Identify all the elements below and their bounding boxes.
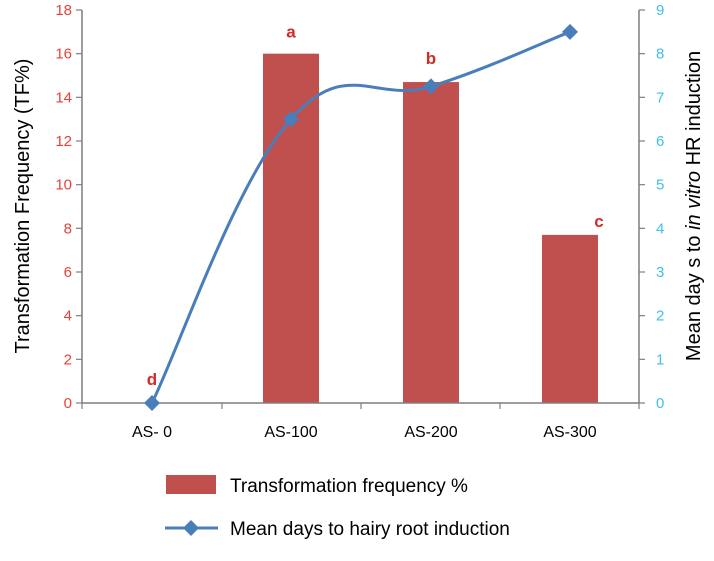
- sig-labels: d a b c: [147, 23, 604, 389]
- left-tick-label: 6: [64, 264, 72, 281]
- x-tick-label: AS-100: [264, 424, 317, 441]
- right-tick-label: 5: [656, 177, 664, 194]
- significance-label: a: [286, 23, 296, 42]
- right-tick-label: 2: [656, 308, 664, 325]
- right-tick-label: 7: [656, 89, 664, 106]
- legend-line-label: Mean days to hairy root induction: [230, 519, 510, 540]
- right-axis-title-part2: HR induction: [683, 51, 705, 171]
- bar: [403, 82, 459, 404]
- left-tick-label: 2: [64, 351, 72, 368]
- left-tick-label: 4: [64, 308, 72, 325]
- left-axis-title: Transformation Frequency (TF%): [12, 59, 34, 354]
- left-tick-label: 12: [55, 133, 72, 150]
- legend-bar-label: Transformation frequency %: [230, 476, 468, 497]
- right-tick-label: 0: [656, 395, 664, 412]
- significance-label: c: [594, 212, 603, 231]
- right-tick-label: 1: [656, 351, 664, 368]
- right-axis-title-part1: Mean day s to: [683, 230, 705, 361]
- x-ticks: AS- 0 AS-100 AS-200 AS-300: [81, 403, 640, 441]
- x-tick-label: AS- 0: [132, 424, 172, 441]
- bar: [542, 234, 598, 403]
- right-axis-title: Mean day s to in vitro HR induction: [683, 51, 705, 361]
- left-tick-label: 14: [55, 89, 72, 106]
- right-ticks: 0 1 2 3 4 5 6 7 8 9: [639, 2, 664, 412]
- left-tick-label: 18: [55, 2, 72, 19]
- right-tick-label: 8: [656, 46, 664, 63]
- line-point: [562, 23, 578, 40]
- line-point: [144, 395, 160, 411]
- line-point: [423, 78, 439, 95]
- significance-label: d: [147, 370, 157, 389]
- right-tick-label: 3: [656, 264, 664, 281]
- series-line: [150, 30, 571, 404]
- right-tick-label: 4: [656, 220, 664, 237]
- bar: [263, 53, 319, 404]
- bars-layer: [263, 53, 598, 404]
- left-tick-label: 16: [55, 46, 72, 63]
- x-tick-label: AS-200: [404, 424, 457, 441]
- left-tick-label: 8: [64, 220, 72, 237]
- line-layer: [144, 23, 578, 411]
- x-tick-label: AS-300: [543, 424, 596, 441]
- right-axis-title-italic: in vitro: [683, 171, 705, 230]
- right-tick-label: 9: [656, 2, 664, 19]
- legend: Transformation frequency % Mean days to …: [165, 475, 510, 540]
- legend-line-marker: [183, 520, 199, 536]
- significance-label: b: [426, 49, 436, 68]
- left-tick-label: 0: [64, 395, 72, 412]
- line-point: [283, 111, 299, 128]
- right-tick-label: 6: [656, 133, 664, 150]
- legend-bar-swatch: [166, 475, 216, 494]
- left-ticks: 0 2 4 6 8 10 12 14 16 18: [55, 2, 82, 412]
- left-tick-label: 10: [55, 177, 72, 194]
